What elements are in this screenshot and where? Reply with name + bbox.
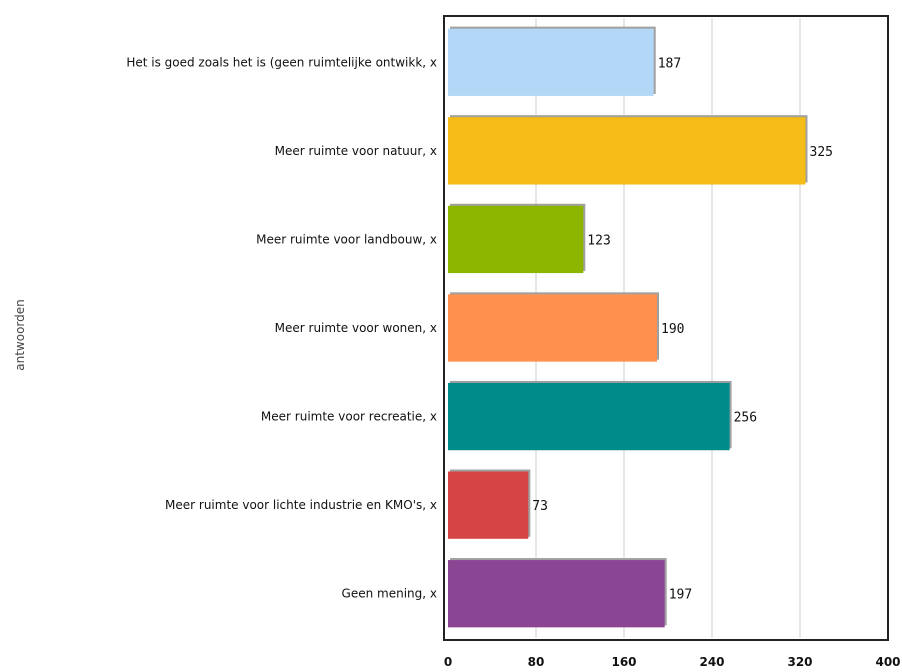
- x-tick-label: 160: [611, 655, 636, 669]
- plot-area-frame: [443, 15, 889, 641]
- bars: [448, 26, 808, 628]
- x-axis-ticks: 0 80 160 240 320 400: [444, 655, 901, 669]
- category-label: Meer ruimte voor landbouw, x: [256, 232, 437, 246]
- x-tick-label: 400: [875, 655, 900, 669]
- value-label: 256: [734, 411, 757, 426]
- bar: [448, 294, 657, 362]
- value-label: 73: [532, 499, 548, 514]
- value-label: 187: [658, 56, 681, 71]
- x-tick-label: 80: [528, 655, 545, 669]
- category-label: Meer ruimte voor lichte industrie en KMO…: [165, 498, 437, 512]
- value-label: 325: [810, 145, 833, 160]
- category-label: Meer ruimte voor recreatie, x: [261, 410, 437, 424]
- category-label: Het is goed zoals het is (geen ruimtelij…: [126, 55, 437, 69]
- bar: [448, 382, 730, 451]
- bar: [448, 28, 654, 96]
- x-tick-label: 240: [699, 655, 724, 669]
- category-label: Meer ruimte voor natuur, x: [275, 144, 437, 158]
- bar: [448, 471, 529, 539]
- value-label: 123: [587, 233, 610, 248]
- value-label: 197: [669, 588, 692, 603]
- category-label: Meer ruimte voor wonen, x: [275, 321, 437, 335]
- value-label: 190: [661, 322, 684, 337]
- value-labels: 187 325 123 190 256 73 197: [532, 56, 833, 602]
- bar: [448, 117, 806, 185]
- category-labels: Het is goed zoals het is (geen ruimtelij…: [126, 55, 437, 600]
- category-label: Geen mening, x: [342, 587, 437, 601]
- bar: [448, 560, 665, 628]
- x-tick-label: 0: [444, 655, 452, 669]
- y-axis-title: antwoorden: [13, 299, 27, 371]
- x-tick-label: 320: [787, 655, 812, 669]
- bar: [448, 205, 584, 274]
